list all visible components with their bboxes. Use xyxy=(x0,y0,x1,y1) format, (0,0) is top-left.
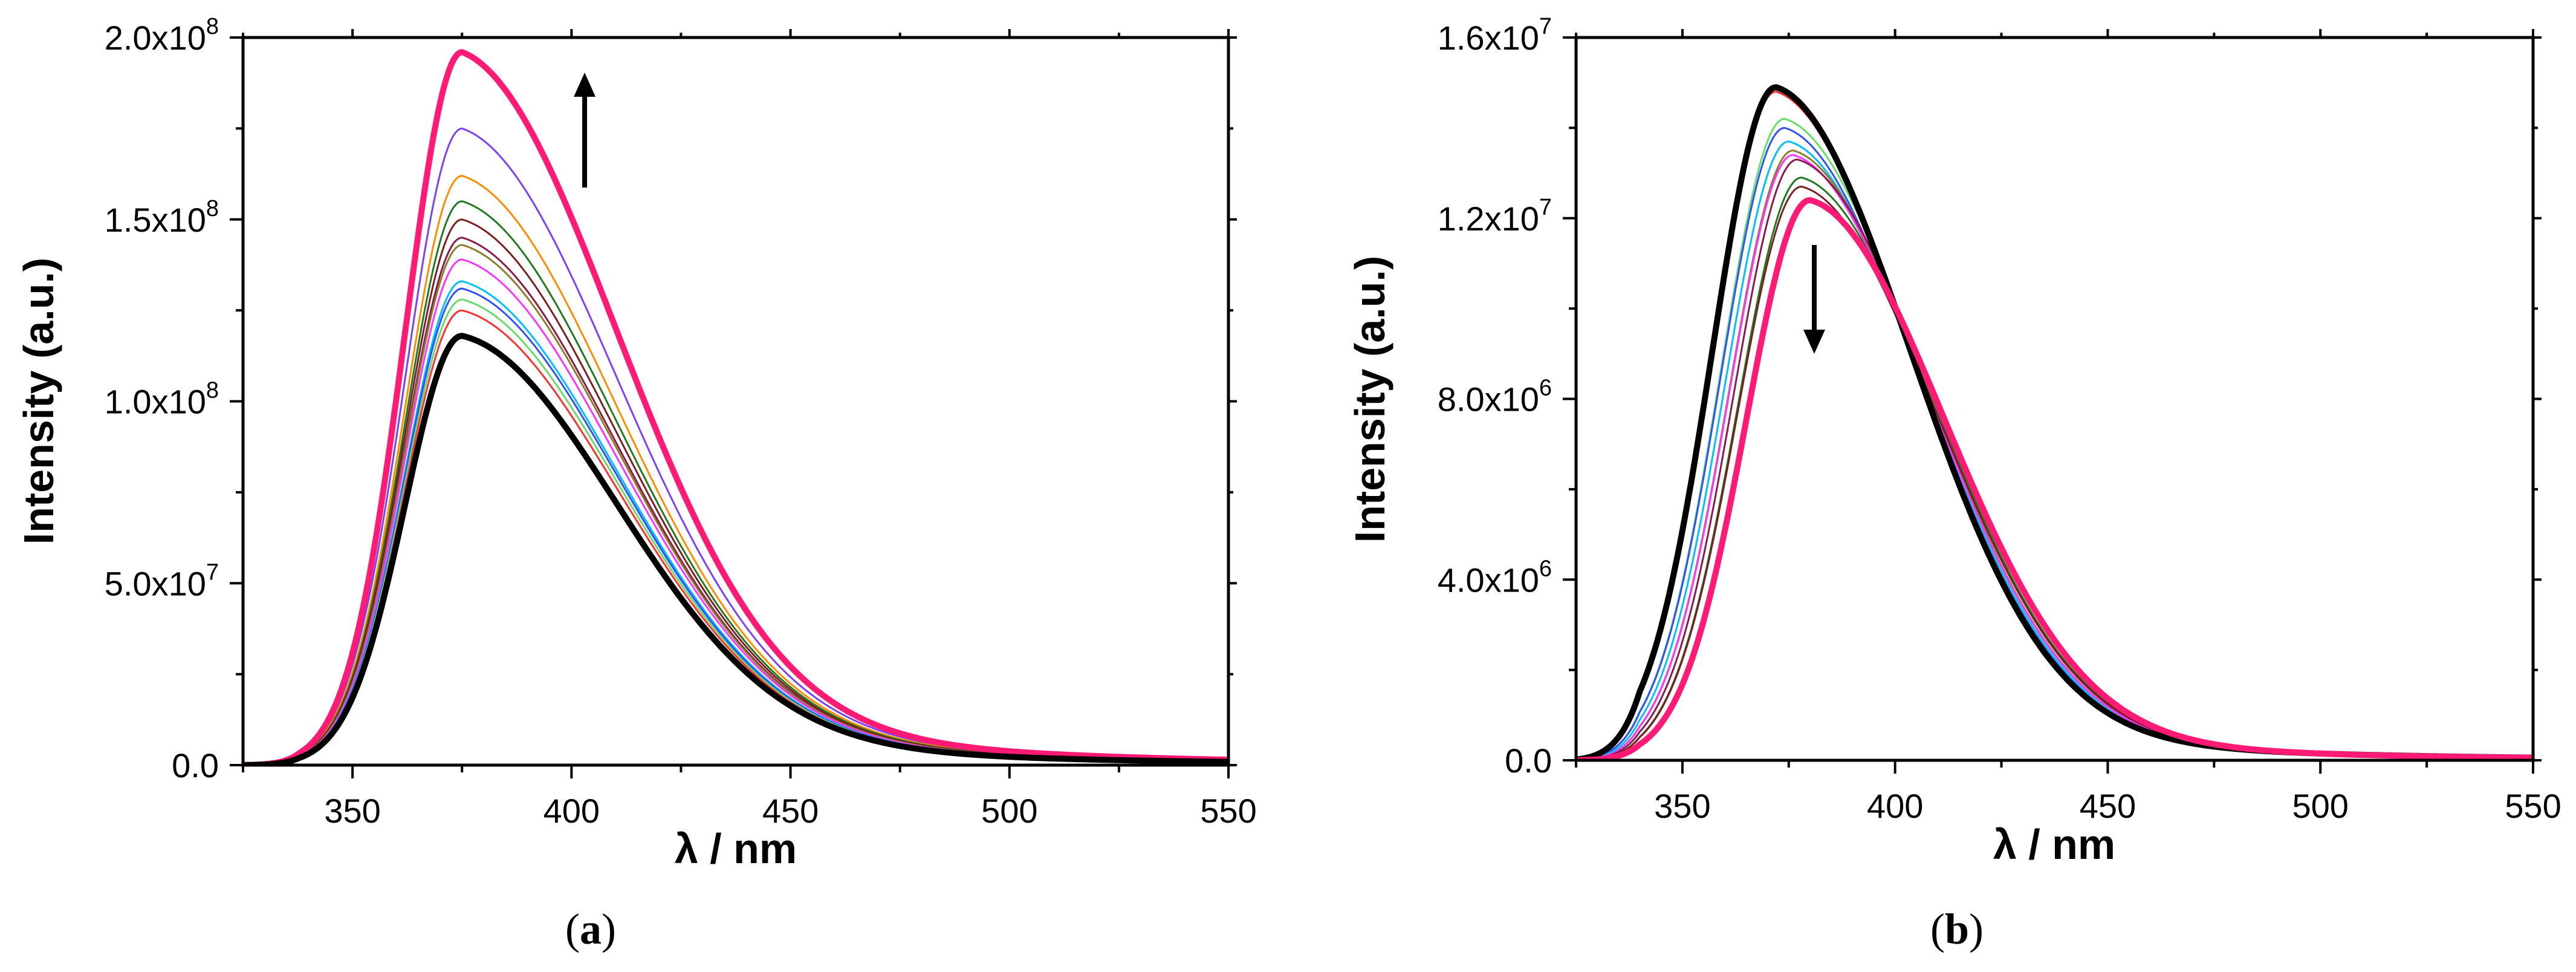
series-s6-line xyxy=(243,236,1228,765)
y-tick-label: 1.6x107 xyxy=(1438,14,1552,57)
series-final-line xyxy=(1576,197,2533,760)
y-tick-label: 0.0 xyxy=(172,746,219,784)
y-axis-title-a: Intensity (a.u.) xyxy=(15,258,62,544)
trend-arrow-head xyxy=(574,73,596,97)
x-tick-label: 500 xyxy=(2292,787,2349,825)
arrow-a xyxy=(574,73,596,188)
y-tick-label: 1.5x108 xyxy=(105,196,219,239)
x-tick-label: 350 xyxy=(324,792,380,830)
plot-frame-b xyxy=(1574,36,2535,762)
x-tick-label: 400 xyxy=(543,792,600,830)
panel-label-b: (b) xyxy=(1930,905,1984,953)
x-axis-title-a: λ / nm xyxy=(675,825,797,872)
series-initial-line xyxy=(243,333,1228,765)
series-group-b xyxy=(1576,84,2533,760)
x-tick-label: 500 xyxy=(981,792,1037,830)
y-tick-label: 8.0x106 xyxy=(1438,376,1552,419)
ticks-b: 350 400 450 500 550 0.0 4.0x106 8.0x106 1.2x107 1… xyxy=(1438,14,2561,825)
chart-panel-a: 350 400 450 500 550 0.0 5.0x107 1.0x108 1.5x108 2… xyxy=(15,14,1257,953)
y-tick-label: 1.2x107 xyxy=(1438,195,1552,238)
y-tick-label: 5.0x107 xyxy=(105,559,219,602)
y-axis-title-b: Intensity (a.u.) xyxy=(1346,256,1393,543)
panel-label-a: (a) xyxy=(565,905,616,953)
x-tick-label: 550 xyxy=(1200,792,1256,830)
y-tick-label: 0.0 xyxy=(1505,742,1552,780)
chart-panel-b: 350 400 450 500 550 0.0 4.0x106 8.0x106 1.2x107 1… xyxy=(1346,14,2561,953)
x-tick-label: 450 xyxy=(2080,787,2136,825)
x-axis-title-b: λ / nm xyxy=(1993,821,2115,868)
x-tick-label: 350 xyxy=(1654,787,1710,825)
series-group-a xyxy=(243,49,1228,765)
y-tick-label: 1.0x108 xyxy=(105,378,219,421)
series-s8-line xyxy=(243,200,1228,765)
ticks-a: 350 400 450 500 550 0.0 5.0x107 1.0x108 1.5x108 2… xyxy=(105,14,1257,830)
y-tick-label: 2.0x108 xyxy=(105,14,219,57)
arrow-b xyxy=(1803,245,1825,354)
x-tick-label: 450 xyxy=(762,792,819,830)
series-final-line xyxy=(243,49,1228,765)
x-tick-label: 550 xyxy=(2505,787,2561,825)
trend-arrow-head xyxy=(1803,330,1825,354)
x-tick-label: 400 xyxy=(1867,787,1923,825)
y-tick-label: 4.0x106 xyxy=(1438,556,1552,599)
